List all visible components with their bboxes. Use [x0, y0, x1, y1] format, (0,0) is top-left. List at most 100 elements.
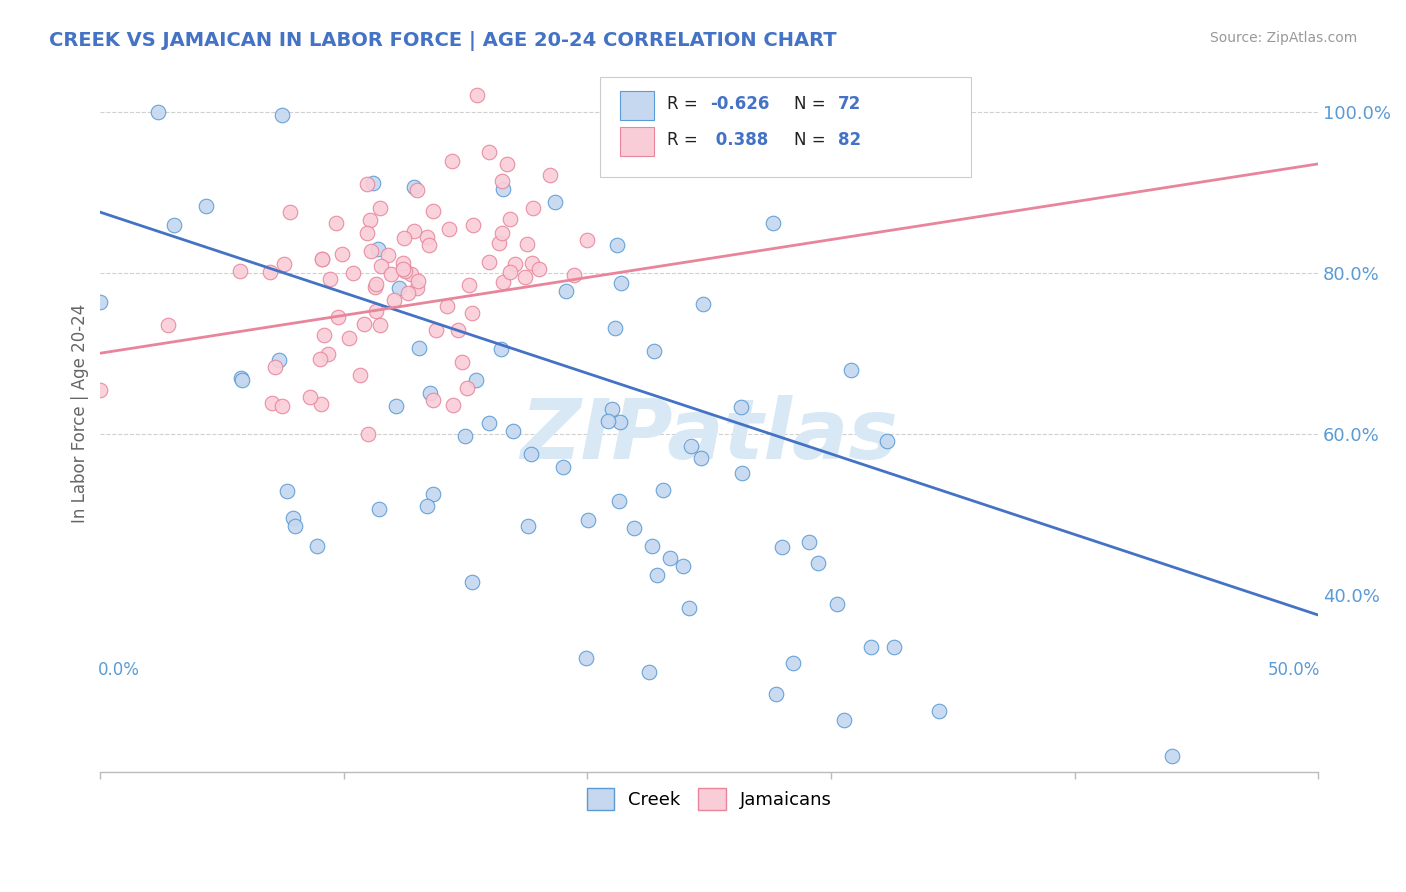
- Point: [312, 328, 335, 343]
- Text: 50.0%: 50.0%: [1268, 661, 1320, 679]
- Point: [337, 330, 360, 344]
- FancyBboxPatch shape: [599, 77, 972, 177]
- Point: [392, 256, 415, 270]
- Point: [89, 294, 111, 309]
- Point: [770, 540, 793, 554]
- Point: [401, 268, 423, 282]
- Point: [765, 687, 787, 701]
- Point: [441, 398, 464, 412]
- Point: [457, 278, 479, 293]
- Point: [499, 265, 522, 279]
- Point: [366, 277, 388, 291]
- Point: [418, 237, 440, 252]
- Point: [259, 265, 281, 279]
- Point: [491, 174, 513, 188]
- Point: [609, 494, 631, 508]
- Point: [505, 257, 527, 271]
- Point: [499, 212, 522, 227]
- Point: [491, 227, 513, 241]
- Point: [527, 262, 550, 277]
- Point: [260, 396, 283, 410]
- Point: [782, 656, 804, 670]
- Point: [422, 203, 444, 218]
- Point: [689, 450, 711, 465]
- Point: [513, 270, 536, 285]
- Point: [491, 343, 513, 357]
- Point: [276, 484, 298, 499]
- Point: [600, 402, 623, 417]
- Point: [730, 400, 752, 414]
- Text: R =: R =: [666, 131, 703, 149]
- Point: [264, 360, 287, 375]
- Point: [598, 414, 620, 428]
- Point: [645, 568, 668, 582]
- Point: [576, 233, 599, 247]
- FancyBboxPatch shape: [620, 91, 654, 120]
- Point: [359, 213, 381, 227]
- Point: [368, 201, 391, 215]
- Point: [522, 201, 544, 215]
- Point: [658, 551, 681, 566]
- Point: [516, 237, 538, 252]
- Point: [520, 256, 543, 270]
- Point: [356, 177, 378, 191]
- Point: [356, 426, 378, 441]
- Point: [406, 275, 429, 289]
- Point: [478, 416, 501, 430]
- Point: [454, 429, 477, 443]
- Point: [730, 466, 752, 480]
- Point: [436, 299, 458, 313]
- Point: [284, 519, 307, 533]
- Point: [928, 704, 950, 718]
- Point: [405, 183, 427, 197]
- Point: [492, 182, 515, 196]
- Point: [638, 665, 661, 680]
- Point: [361, 176, 384, 190]
- Point: [382, 293, 405, 308]
- Point: [610, 276, 633, 290]
- Point: [641, 539, 664, 553]
- Point: [273, 257, 295, 271]
- Point: [603, 321, 626, 335]
- Point: [609, 415, 631, 429]
- Point: [440, 153, 463, 168]
- Point: [623, 521, 645, 535]
- Point: [311, 397, 333, 411]
- Point: [402, 224, 425, 238]
- Text: N =: N =: [794, 95, 831, 113]
- Point: [281, 511, 304, 525]
- Point: [89, 383, 111, 397]
- Point: [406, 281, 429, 295]
- Point: [679, 439, 702, 453]
- Legend: Creek, Jamaicans: Creek, Jamaicans: [579, 780, 839, 817]
- Point: [368, 501, 391, 516]
- Point: [364, 279, 387, 293]
- Point: [271, 108, 294, 122]
- Point: [425, 322, 447, 336]
- Point: [672, 558, 695, 573]
- Point: [540, 168, 562, 182]
- Point: [194, 199, 217, 213]
- Point: [678, 601, 700, 615]
- Point: [461, 218, 484, 232]
- Point: [368, 318, 391, 332]
- Point: [643, 344, 665, 359]
- Point: [456, 381, 478, 395]
- Point: [229, 264, 252, 278]
- Point: [692, 297, 714, 311]
- Point: [883, 640, 905, 655]
- Point: [318, 346, 340, 360]
- Point: [367, 242, 389, 256]
- Point: [330, 247, 353, 261]
- Point: [575, 650, 598, 665]
- Point: [464, 373, 486, 387]
- Point: [876, 434, 898, 449]
- Point: [477, 254, 499, 268]
- Point: [422, 487, 444, 501]
- Point: [488, 235, 510, 250]
- Point: [606, 238, 628, 252]
- Text: CREEK VS JAMAICAN IN LABOR FORCE | AGE 20-24 CORRELATION CHART: CREEK VS JAMAICAN IN LABOR FORCE | AGE 2…: [49, 31, 837, 51]
- Point: [859, 640, 882, 655]
- Point: [163, 219, 186, 233]
- Text: 82: 82: [838, 131, 862, 149]
